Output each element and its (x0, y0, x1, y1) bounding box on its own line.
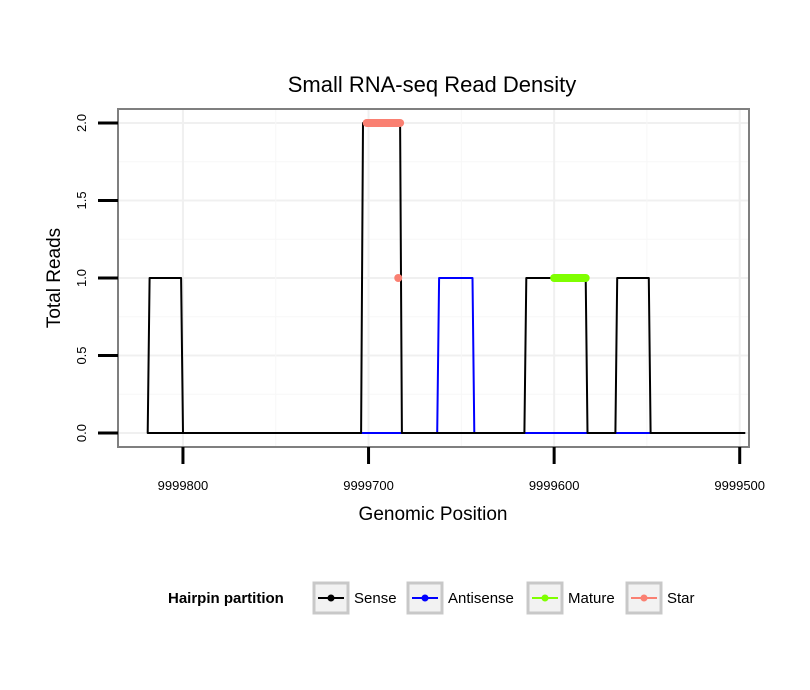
star-series-point (394, 274, 403, 282)
legend-dot-antisense (421, 594, 429, 602)
x-axis-title: Genomic Position (359, 504, 508, 525)
legend-dot-sense (327, 594, 335, 602)
legend-title: Hairpin partition (168, 590, 284, 607)
y-tick-label: 0.0 (74, 424, 89, 442)
x-tick-label: 9999600 (529, 478, 580, 493)
legend-label-mature: Mature (568, 590, 615, 607)
x-axis: 9999800 9999700 9999600 9999500 (158, 447, 765, 493)
x-tick-label: 9999800 (158, 478, 209, 493)
series-layer (146, 118, 746, 434)
y-tick-label: 1.5 (74, 191, 89, 209)
y-axis-title: Total Reads (44, 228, 65, 328)
sense-series-line (146, 122, 746, 434)
y-tick-label: 1.0 (74, 269, 89, 287)
legend-dot-mature (541, 594, 549, 602)
legend-label-star: Star (667, 590, 695, 607)
chart-title: Small RNA-seq Read Density (288, 72, 577, 97)
legend-dot-star (640, 594, 648, 602)
legend-label-sense: Sense (354, 590, 397, 607)
y-tick-label: 2.0 (74, 114, 89, 132)
x-tick-label: 9999500 (714, 478, 765, 493)
x-tick-label: 9999700 (343, 478, 394, 493)
legend: Hairpin partition Sense Antisense Mature St… (168, 581, 695, 615)
y-axis: 0.0 0.5 1.0 1.5 2.0 (74, 114, 118, 442)
legend-label-antisense: Antisense (448, 590, 514, 607)
y-tick-label: 0.5 (74, 346, 89, 364)
